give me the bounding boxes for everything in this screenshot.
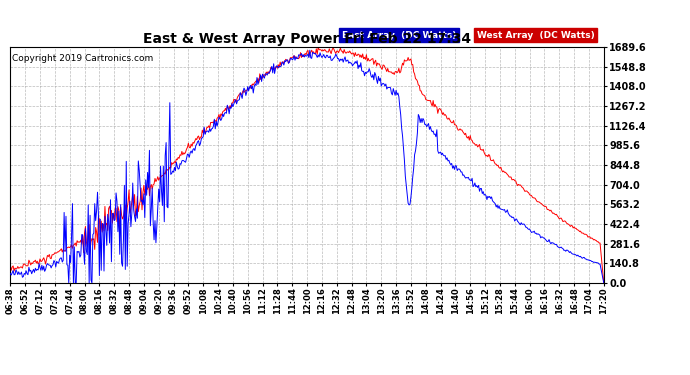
Text: Copyright 2019 Cartronics.com: Copyright 2019 Cartronics.com [12, 54, 152, 63]
Text: East Array  (DC Watts): East Array (DC Watts) [342, 31, 456, 40]
Text: West Array  (DC Watts): West Array (DC Watts) [477, 31, 594, 40]
Title: East & West Array Power Fri Feb 22 17:34: East & West Array Power Fri Feb 22 17:34 [143, 32, 471, 46]
